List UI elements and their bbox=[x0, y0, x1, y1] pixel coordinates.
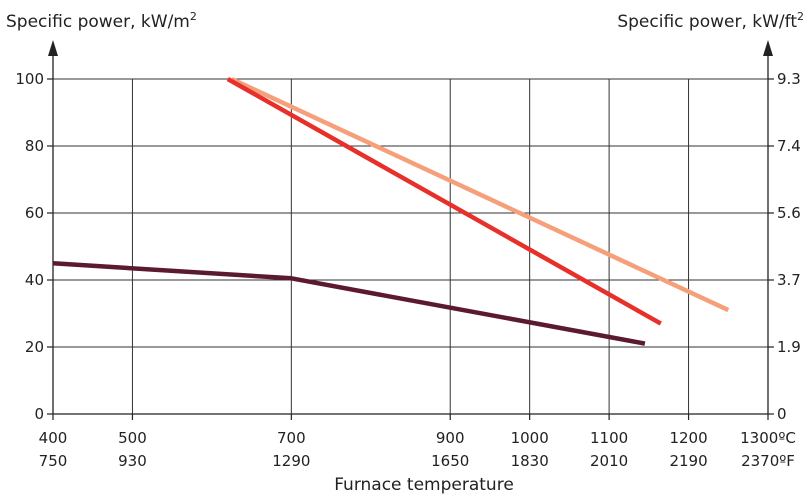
x-tick-label-c: 500 bbox=[118, 429, 147, 447]
y-tick-label-right: 9.3 bbox=[777, 70, 801, 88]
y-tick-label-right: 7.4 bbox=[777, 137, 801, 155]
x-tick-label-f: 1830 bbox=[511, 452, 549, 470]
x-tick-label-f: 2010 bbox=[590, 452, 628, 470]
x-tick-label-f: 2370ºF bbox=[741, 452, 795, 470]
y-tick-label-left: 100 bbox=[15, 70, 44, 88]
y-tick-label-left: 20 bbox=[25, 338, 44, 356]
x-tick-label-c: 900 bbox=[436, 429, 465, 447]
y-tick-label-right: 3.7 bbox=[777, 271, 801, 289]
y-axis-left-title: Specific power, kW/m2 bbox=[6, 10, 197, 32]
grid bbox=[53, 78, 768, 414]
y-axis-left-title-text: Specific power, kW/m bbox=[6, 12, 190, 32]
axes bbox=[48, 40, 773, 415]
x-tick-label-c: 700 bbox=[277, 429, 306, 447]
y-tick-label-right: 5.6 bbox=[777, 204, 801, 222]
x-tick-label-f: 1650 bbox=[431, 452, 469, 470]
y-tick-label-right: 1.9 bbox=[777, 338, 801, 356]
y-tick-label-right: 0 bbox=[777, 405, 787, 423]
series-line-3 bbox=[52, 261, 646, 346]
left-axis-arrow bbox=[48, 40, 58, 56]
y-tick-label-left: 0 bbox=[34, 405, 44, 423]
y-axis-right-title-text: Specific power, kW/ft bbox=[617, 12, 797, 32]
y-tick-label-left: 40 bbox=[25, 271, 44, 289]
series-group bbox=[52, 76, 730, 346]
right-axis-arrow bbox=[763, 40, 773, 56]
y-axis-left-title-sup: 2 bbox=[190, 10, 197, 23]
x-tick-label-f: 930 bbox=[118, 452, 147, 470]
series-line-1 bbox=[230, 76, 730, 313]
x-axis-title: Furnace temperature bbox=[334, 475, 514, 495]
x-tick-label-c: 1300ºC bbox=[740, 429, 796, 447]
x-tick-label-f: 750 bbox=[39, 452, 68, 470]
y-tick-label-left: 60 bbox=[25, 204, 44, 222]
x-tick-label-c: 400 bbox=[39, 429, 68, 447]
x-tick-label-f: 1290 bbox=[272, 452, 310, 470]
x-tick-label-c: 1100 bbox=[590, 429, 628, 447]
y-tick-label-left: 80 bbox=[25, 137, 44, 155]
series-line-2 bbox=[226, 77, 662, 326]
x-tick-label-f: 2190 bbox=[669, 452, 707, 470]
x-tick-label-c: 1200 bbox=[669, 429, 707, 447]
x-tick-label-c: 1000 bbox=[511, 429, 549, 447]
y-axis-right-title: Specific power, kW/ft2 bbox=[617, 10, 804, 32]
y-axis-right-title-sup: 2 bbox=[797, 10, 804, 23]
